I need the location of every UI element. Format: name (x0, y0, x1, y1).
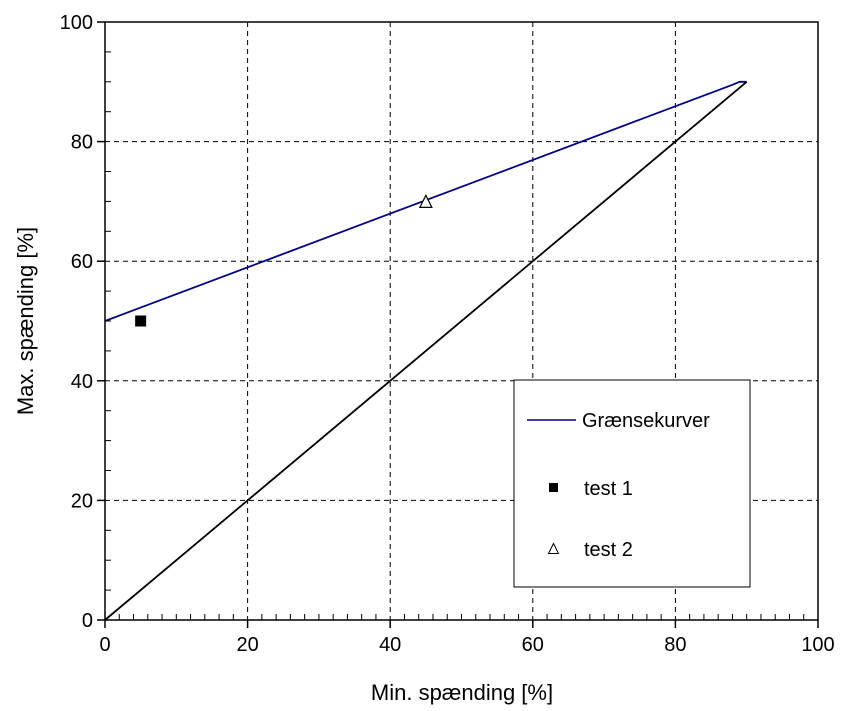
series-line-diagonal (104, 81, 748, 621)
y-tick-label: 20 (71, 490, 93, 512)
legend-label-test-1: test 1 (584, 478, 633, 500)
x-tick-label: 20 (236, 634, 258, 656)
legend-triangle-marker (547, 542, 560, 554)
series-line-graensekurver (104, 80, 747, 322)
legend: Grænsekurver test 1 test 2 (513, 379, 751, 588)
legend-square-marker (549, 483, 558, 492)
legend-label-graensekurver: Grænsekurver (582, 410, 710, 432)
x-tick-label: 0 (99, 634, 110, 656)
y-axis-label: Max. spænding [%] (13, 227, 38, 415)
y-tick-label: 40 (71, 371, 93, 393)
x-axis-label: Min. spænding [%] (371, 680, 553, 705)
x-tick-label: 80 (664, 634, 686, 656)
data-point-test-1 (135, 315, 147, 327)
x-tick-label: 60 (522, 634, 544, 656)
series-layer (104, 80, 748, 621)
x-tick-label: 100 (801, 634, 834, 656)
y-tick-label: 80 (71, 132, 93, 154)
ticks: 0 20 40 60 80 100 0 20 40 60 80 100 (60, 12, 835, 656)
legend-label-test-2: test 2 (584, 539, 633, 561)
data-point-test-2 (418, 194, 433, 208)
y-tick-label: 60 (71, 251, 93, 273)
x-tick-label: 40 (379, 634, 401, 656)
y-tick-label: 100 (60, 12, 93, 34)
y-tick-label: 0 (82, 610, 93, 632)
